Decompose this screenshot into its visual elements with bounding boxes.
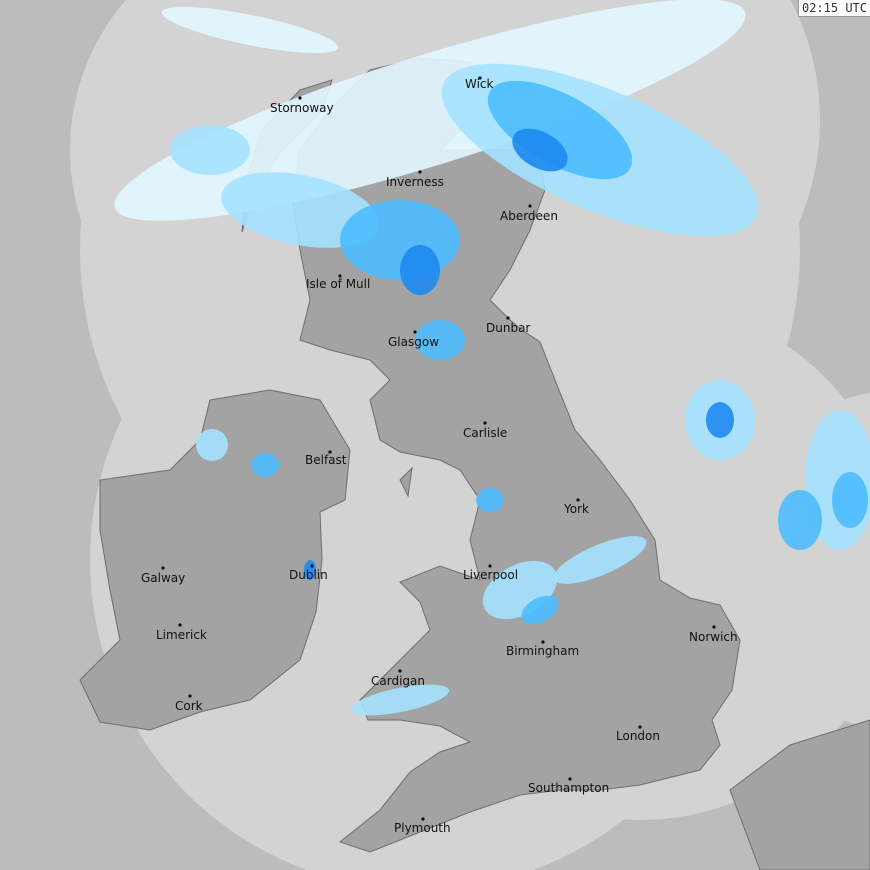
city-label: Dunbar [486,321,530,335]
city-label: Stornoway [270,101,334,115]
city-label: York [563,502,589,516]
city-dot [310,564,314,568]
city-glasgow: Glasgow [388,330,439,349]
city-wick: Wick [465,76,494,91]
city-label: Glasgow [388,335,439,349]
city-dot [188,694,192,698]
city-isle-of-mull: Isle of Mull [306,274,370,291]
city-label: Plymouth [394,821,451,835]
rain-patch [476,488,504,512]
city-label: Carlisle [463,426,507,440]
city-label: Liverpool [463,568,518,582]
rain-patch [706,402,734,438]
ireland [79,389,351,731]
city-aberdeen: Aberdeen [500,204,558,223]
city-dot [478,76,482,80]
city-label: Cork [175,699,203,713]
city-label: Norwich [689,630,738,644]
city-label: Limerick [156,628,207,642]
rain-patch [487,80,633,180]
city-liverpool: Liverpool [463,564,518,582]
city-belfast: Belfast [305,450,347,467]
timestamp-label: 02:15 UTC [797,0,870,17]
city-label: Southampton [528,781,609,795]
city-stornoway: Stornoway [270,96,334,115]
rain-patch [114,0,746,221]
city-label: Birmingham [506,644,579,658]
city-label: Dublin [289,568,328,582]
rain-patch [832,472,868,528]
city-label: Belfast [305,453,347,467]
city-dot [161,566,165,570]
city-dot [298,96,302,100]
city-dot [421,817,425,821]
city-dunbar: Dunbar [486,316,530,335]
continent [729,719,870,870]
rain-patch [221,172,379,248]
city-label: Galway [141,571,185,585]
city-label: Isle of Mull [306,277,370,291]
rain-patch [521,595,559,625]
rain-patch [196,429,228,461]
city-dublin: Dublin [289,564,328,582]
city-label: Inverness [386,175,444,189]
rain-overlay [114,0,870,716]
rain-patch [340,200,460,280]
city-label: Cardigan [371,674,425,688]
city-dot [576,498,580,502]
city-cardigan: Cardigan [371,669,425,688]
city-dot [483,421,487,425]
city-markers: Wick Stornoway Inverness Aberdeen Isle of Mu… [141,76,738,835]
city-galway: Galway [141,566,185,585]
city-label: London [616,729,660,743]
rain-patch [778,490,822,550]
city-york: York [563,498,589,516]
city-dot [398,669,402,673]
city-dot [413,330,417,334]
isle-of-man [399,466,413,498]
city-norwich: Norwich [689,625,738,644]
rain-patch [553,536,647,584]
city-carlisle: Carlisle [463,421,507,440]
city-birmingham: Birmingham [506,640,579,658]
city-southampton: Southampton [528,777,609,795]
city-dot [328,450,332,454]
city-dot [178,623,182,627]
city-dot [528,204,532,208]
city-label: Aberdeen [500,209,558,223]
rain-patch [161,6,339,54]
city-dot [541,640,545,644]
rain-patch [400,245,440,295]
city-label: Wick [465,77,494,91]
city-dot [712,625,716,629]
rain-patch [251,453,279,477]
rain-patch [170,125,250,175]
city-london: London [616,725,660,743]
rain-patch [415,320,465,360]
city-dot [488,564,492,568]
city-inverness: Inverness [386,170,444,189]
city-dot [638,725,642,729]
city-plymouth: Plymouth [394,817,451,835]
city-dot [568,777,572,781]
rain-patch [512,128,568,172]
city-dot [418,170,422,174]
rain-patch [350,684,450,716]
city-cork: Cork [175,694,203,713]
city-dot [338,274,342,278]
city-dot [506,316,510,320]
city-limerick: Limerick [156,623,207,642]
